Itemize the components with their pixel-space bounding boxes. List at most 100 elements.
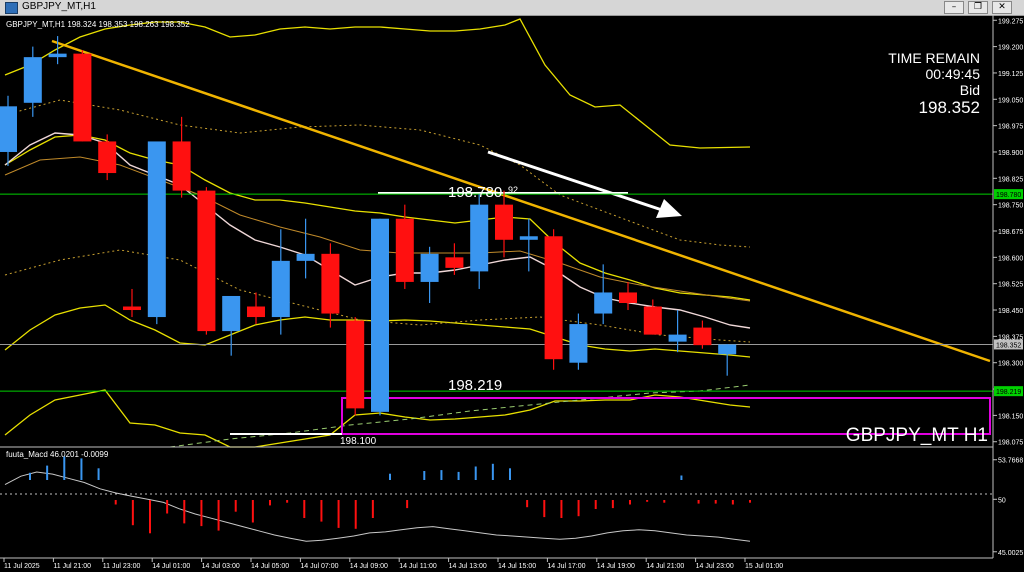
price-chart[interactable]: 198.780 92 198.219 198.100 GBPJPY_MT,H1 … bbox=[0, 15, 1024, 572]
window-titlebar: GBPJPY_MT,H1 – ❐ ✕ bbox=[0, 0, 1024, 16]
support-zone-box[interactable] bbox=[341, 397, 991, 435]
macd-tick-label: 50 bbox=[998, 497, 1006, 504]
price-tick-label: 198.750 bbox=[998, 203, 1023, 210]
time-tick-label: 14 Jul 07:00 bbox=[300, 563, 338, 570]
candle[interactable] bbox=[395, 204, 414, 289]
minimize-button[interactable]: – bbox=[944, 1, 964, 14]
restore-button[interactable]: ❐ bbox=[968, 1, 988, 14]
candle-body bbox=[48, 53, 67, 58]
arrow-head-icon bbox=[656, 199, 682, 218]
time-tick-label: 14 Jul 11:00 bbox=[399, 563, 437, 570]
chart-window-icon bbox=[5, 2, 18, 14]
upper-band-line bbox=[4, 18, 751, 149]
candle[interactable] bbox=[23, 46, 42, 117]
price-tick-label: 198.600 bbox=[998, 255, 1023, 262]
time-tick-label: 14 Jul 23:00 bbox=[696, 563, 734, 570]
upper-mid-band-line bbox=[4, 134, 751, 301]
time-tick-label: 11 Jul 21:00 bbox=[53, 563, 91, 570]
candle[interactable] bbox=[48, 36, 67, 65]
price-tick-label: 198.075 bbox=[998, 440, 1023, 447]
candle[interactable] bbox=[98, 134, 117, 181]
price-tick-label: 198.900 bbox=[998, 150, 1023, 157]
candle-body bbox=[619, 292, 637, 303]
candle[interactable] bbox=[371, 218, 389, 416]
candle[interactable] bbox=[470, 194, 489, 289]
descending-trendline[interactable] bbox=[51, 39, 991, 363]
candle[interactable] bbox=[346, 317, 365, 416]
candle[interactable] bbox=[247, 292, 265, 325]
candle-body bbox=[321, 253, 340, 314]
time-tick-label: 14 Jul 19:00 bbox=[597, 563, 635, 570]
price-tick-label: 198.525 bbox=[998, 282, 1023, 289]
candle-body bbox=[197, 190, 216, 332]
time-tick-label: 14 Jul 17:00 bbox=[547, 563, 585, 570]
candle[interactable] bbox=[321, 243, 340, 328]
macd-axis: 53.7668 50 45.0025 bbox=[993, 458, 1023, 557]
candle[interactable] bbox=[718, 344, 737, 376]
candles-group bbox=[0, 36, 737, 416]
candle[interactable] bbox=[569, 313, 588, 370]
candle[interactable] bbox=[222, 295, 241, 356]
close-button[interactable]: ✕ bbox=[992, 1, 1012, 14]
time-tick-label: 14 Jul 09:00 bbox=[350, 563, 388, 570]
candle[interactable] bbox=[296, 218, 315, 279]
price-axis: 199.275 199.200 199.125 199.050 198.975 198.9… bbox=[993, 18, 1023, 447]
time-remain-value: 00:49:45 bbox=[926, 66, 981, 82]
ohlc-header: GBPJPY_MT,H1 198.324 198.353 198.263 198… bbox=[6, 20, 190, 29]
candle-body bbox=[495, 204, 513, 240]
candle[interactable] bbox=[271, 229, 290, 335]
high-annotation-label: 198.780 bbox=[448, 184, 502, 201]
candle-body bbox=[643, 306, 662, 335]
candle-body bbox=[470, 204, 489, 272]
time-tick-label: 14 Jul 05:00 bbox=[251, 563, 289, 570]
price-tick-label: 198.450 bbox=[998, 308, 1023, 315]
symbol-watermark: GBPJPY_MT H1 bbox=[846, 425, 988, 446]
price-tick-label: 199.050 bbox=[998, 97, 1023, 104]
candle-body bbox=[271, 260, 290, 318]
candle-body bbox=[147, 141, 166, 318]
price-tick-label: 199.275 bbox=[998, 18, 1023, 25]
candle[interactable] bbox=[594, 264, 613, 325]
candle-body bbox=[693, 327, 712, 346]
ma-dashed-green bbox=[169, 384, 751, 448]
candle-body bbox=[296, 253, 315, 261]
candle-body bbox=[718, 344, 737, 355]
candle[interactable] bbox=[445, 243, 464, 275]
time-tick-label: 14 Jul 13:00 bbox=[449, 563, 487, 570]
candle[interactable] bbox=[519, 218, 538, 272]
candle[interactable] bbox=[668, 310, 687, 353]
candle-body bbox=[123, 306, 141, 311]
high-annotation-superscript: 92 bbox=[508, 185, 518, 195]
ma-dotted-upper bbox=[4, 99, 751, 248]
price-tick-label: 199.200 bbox=[998, 45, 1023, 52]
candle[interactable] bbox=[693, 320, 712, 349]
candle[interactable] bbox=[197, 187, 216, 335]
time-tick-label: 14 Jul 15:00 bbox=[498, 563, 536, 570]
candle[interactable] bbox=[619, 281, 637, 311]
candle-body bbox=[594, 292, 613, 314]
candle[interactable] bbox=[643, 299, 662, 335]
support-annotation-label: 198.219 bbox=[448, 377, 502, 394]
candle[interactable] bbox=[0, 95, 17, 167]
price-tick-label: 198.825 bbox=[998, 176, 1023, 183]
macd-label: fuuta_Macd 46.0201 -0.0099 bbox=[6, 450, 109, 459]
candle-body bbox=[544, 236, 563, 360]
candle-body bbox=[445, 257, 464, 268]
candle[interactable] bbox=[420, 246, 439, 303]
candle[interactable] bbox=[147, 141, 166, 325]
bid-value: 198.352 bbox=[919, 98, 980, 117]
time-tick-label: 15 Jul 01:00 bbox=[745, 563, 783, 570]
candle[interactable] bbox=[123, 288, 141, 318]
candle-body bbox=[371, 218, 389, 412]
candle[interactable] bbox=[172, 116, 191, 198]
candle-body bbox=[569, 324, 588, 363]
macd-line bbox=[4, 471, 751, 542]
candle[interactable] bbox=[544, 229, 563, 370]
price-labels: 198.780 198.352 198.219 bbox=[994, 189, 1023, 397]
candle[interactable] bbox=[73, 50, 92, 142]
price-tick-label: 199.125 bbox=[998, 71, 1023, 78]
candle[interactable] bbox=[495, 190, 513, 258]
macd-indicator bbox=[4, 456, 751, 542]
price-label-box bbox=[994, 386, 1023, 397]
candle-body bbox=[73, 53, 92, 142]
